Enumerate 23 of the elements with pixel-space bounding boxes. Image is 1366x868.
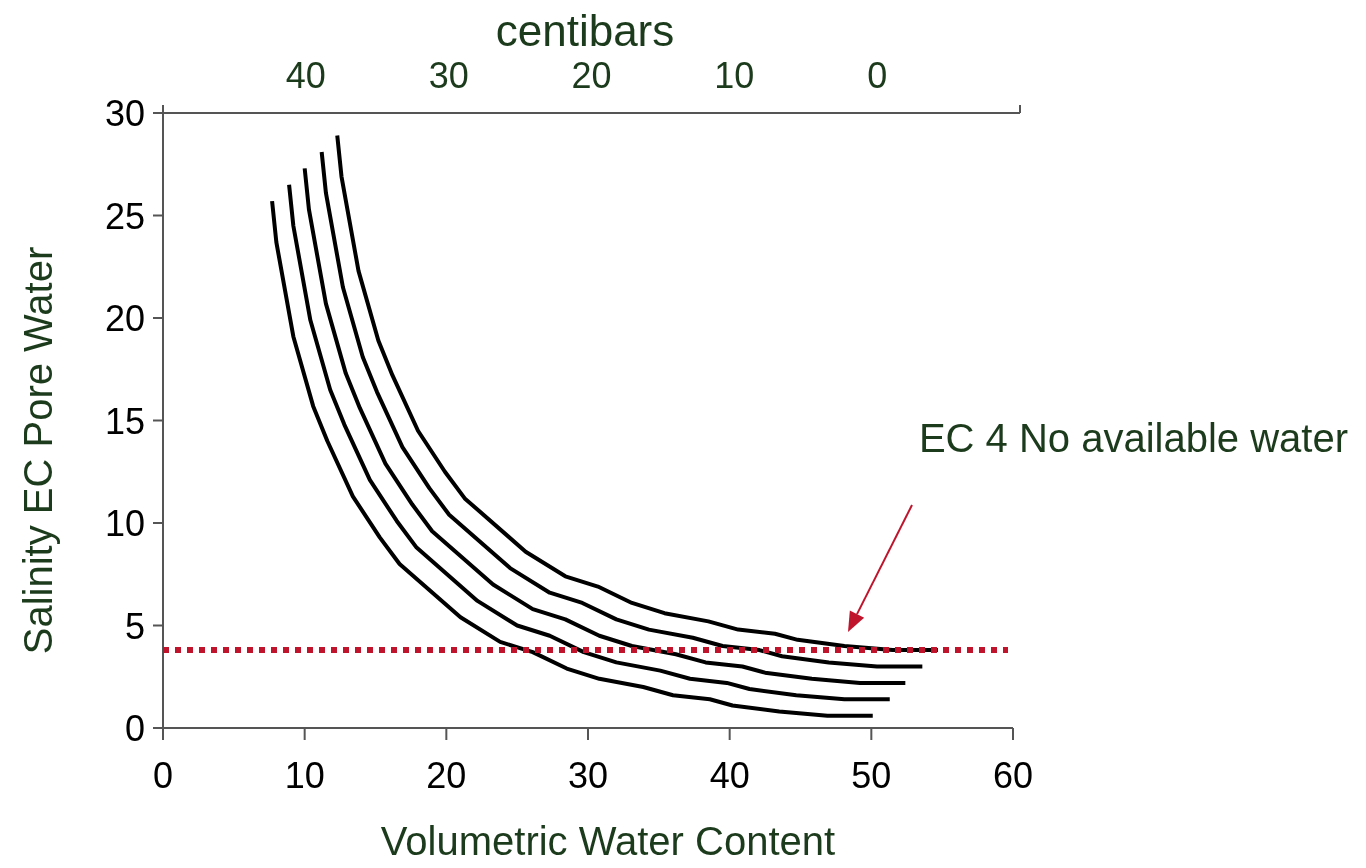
x2-axis-title: centibars (495, 6, 675, 55)
x-axis-title: Volumetric Water Content (380, 819, 836, 863)
x2-tick-label: 40 (285, 55, 326, 96)
x-tick-label: 50 (851, 755, 892, 796)
y-tick-label: 10 (104, 503, 145, 544)
y-axis-title: Salinity EC Pore Water (16, 246, 60, 655)
x-tick-label: 20 (426, 755, 467, 796)
x-tick-label: 40 (709, 755, 750, 796)
annotation: EC 4 No available water (918, 416, 1348, 460)
x-tick-label: 0 (152, 755, 174, 796)
y-tick-label: 25 (104, 195, 145, 237)
x2-tick-label: 0 (867, 55, 888, 96)
x-tick-label: 60 (992, 755, 1034, 796)
x2-tick-label: 20 (571, 55, 612, 96)
y-tick-label: 30 (104, 93, 145, 134)
x-tick-label: 30 (567, 755, 609, 796)
y-tick-label: 5 (124, 605, 145, 647)
y-tick-label: 0 (124, 708, 145, 749)
x-tick-label: 10 (284, 755, 325, 796)
y-tick-label: 15 (104, 400, 145, 442)
y-tick-label: 20 (104, 298, 145, 339)
x2-tick-label: 30 (428, 55, 469, 96)
x2-tick-label: 10 (714, 55, 755, 96)
